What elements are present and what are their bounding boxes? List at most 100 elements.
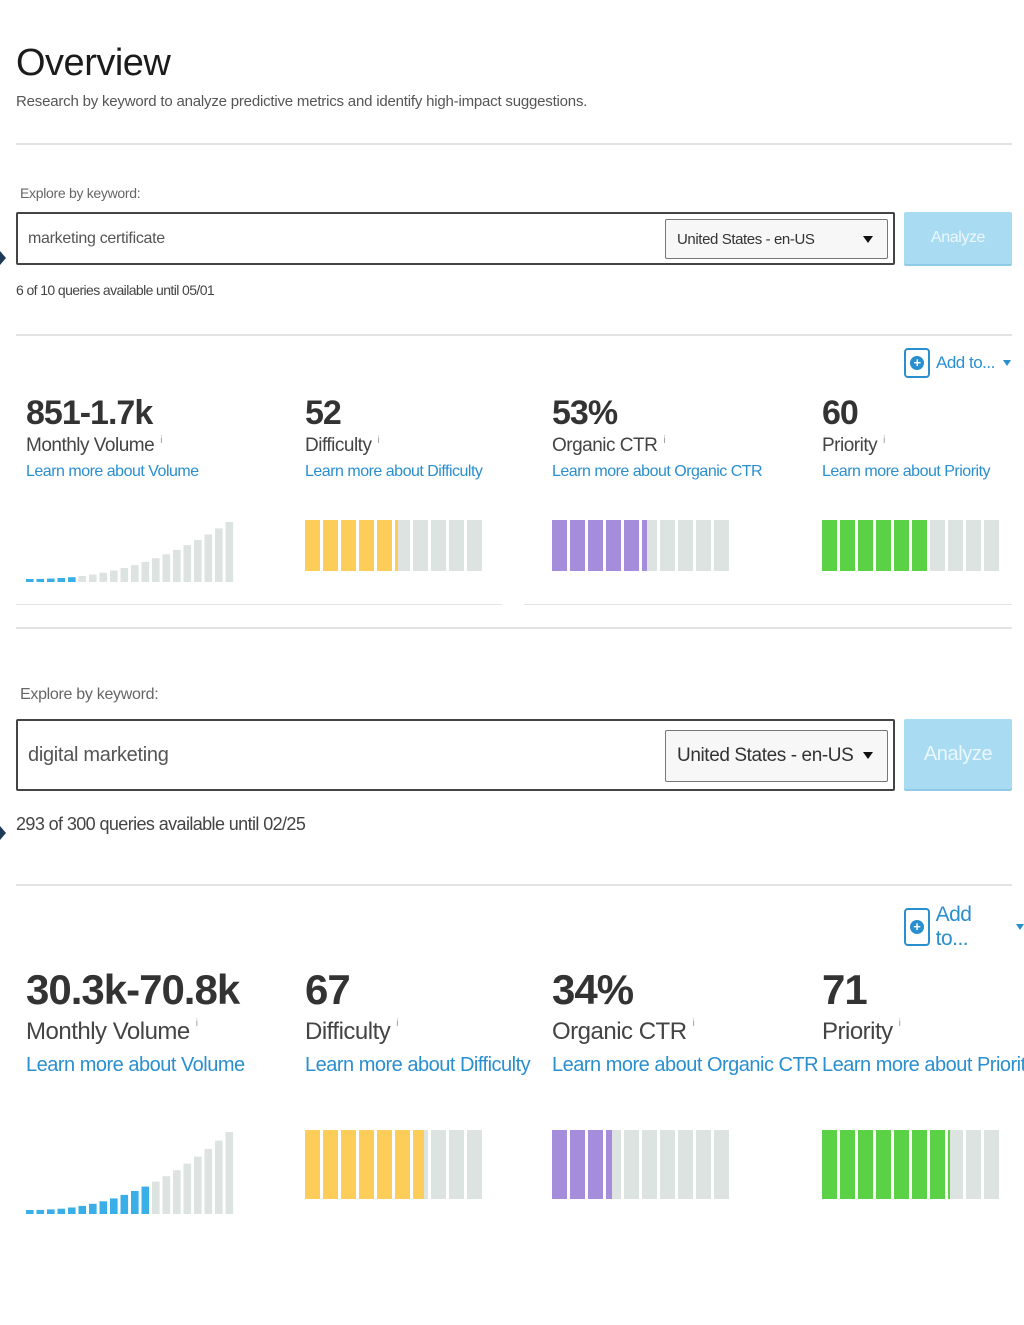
- volume-bar: [120, 1194, 129, 1214]
- add-to-label: Add to...: [936, 353, 995, 372]
- analyze-button[interactable]: Analyze: [904, 212, 1012, 264]
- score-segment-fill: [840, 520, 855, 571]
- score-segment-fill: [323, 1130, 338, 1199]
- locale-select[interactable]: United States - en-US: [665, 730, 888, 782]
- info-icon[interactable]: i: [898, 1018, 901, 1029]
- add-to-button[interactable]: + Add to...: [904, 903, 1024, 951]
- info-icon[interactable]: i: [692, 1018, 695, 1029]
- score-segment: [413, 520, 428, 571]
- divider: [16, 604, 502, 605]
- volume-bar: [47, 1209, 55, 1214]
- info-icon[interactable]: i: [160, 435, 162, 446]
- score-segment: [431, 1130, 446, 1199]
- learn-more-link[interactable]: Learn more about Volume: [26, 463, 199, 480]
- info-icon[interactable]: i: [377, 435, 380, 446]
- explore-label: Explore by keyword:: [20, 686, 159, 703]
- volume-bar: [152, 558, 160, 582]
- volume-bar: [225, 522, 234, 582]
- score-segment-fill: [377, 520, 392, 571]
- metric-label: Organic CTR i: [552, 435, 666, 456]
- metric-label: Priority i: [822, 435, 885, 456]
- score-segment-fill: [395, 1130, 410, 1199]
- score-segment-fill: [894, 520, 909, 571]
- score-segment: [948, 520, 963, 571]
- learn-more-link[interactable]: Learn more about Difficulty: [305, 1054, 531, 1076]
- volume-bar: [89, 574, 97, 582]
- score-segment: [966, 1130, 981, 1199]
- volume-bar: [204, 1148, 213, 1214]
- score-segment: [858, 1130, 873, 1199]
- learn-more-link[interactable]: Learn more about Difficulty: [305, 463, 483, 480]
- score-segment: [552, 1130, 567, 1199]
- explore-label: Explore by keyword:: [20, 185, 141, 201]
- score-segment-fill: [822, 1130, 837, 1199]
- organic-ctr-bar: [552, 1130, 732, 1199]
- volume-bar: [110, 1198, 118, 1214]
- learn-more-link[interactable]: Learn more about Volume: [26, 1054, 245, 1076]
- score-segment: [930, 520, 945, 571]
- score-segment: [395, 1130, 410, 1199]
- learn-more-link[interactable]: Learn more about Organic CTR: [552, 463, 763, 480]
- score-segment-fill: [912, 1130, 927, 1199]
- add-icon-box: +: [904, 348, 930, 378]
- score-segment: [642, 1130, 657, 1199]
- metric-organic-ctr: 53% Organic CTR i Learn more about Organi…: [552, 394, 763, 481]
- metric-value: 34%: [552, 966, 634, 1013]
- keyword-input[interactable]: [28, 214, 658, 263]
- score-segment-fill: [930, 1130, 945, 1199]
- metric-label: Difficulty i: [305, 435, 380, 456]
- score-segment: [305, 1130, 320, 1199]
- locale-select-value: United States - en-US: [677, 231, 815, 248]
- volume-bar: [162, 1176, 171, 1214]
- metric-priority: 71 Priority i Learn more about Priority: [822, 966, 1024, 1077]
- volume-bar: [99, 1201, 108, 1214]
- score-segment: [948, 1130, 963, 1199]
- add-to-button[interactable]: + Add to...: [904, 348, 1011, 378]
- volume-bar: [215, 528, 223, 582]
- score-segment-fill: [305, 520, 320, 571]
- score-segment: [606, 1130, 621, 1199]
- quota-text: 293 of 300 queries available until 02/25: [16, 814, 306, 834]
- score-segment-fill: [642, 520, 647, 571]
- score-segment-fill: [305, 1130, 320, 1199]
- keyword-input[interactable]: [28, 721, 658, 789]
- volume-bar: [26, 579, 34, 582]
- score-segment: [822, 1130, 837, 1199]
- score-segment-fill: [323, 520, 338, 571]
- score-segment: [930, 1130, 945, 1199]
- metric-volume: 30.3k-70.8k Monthly Volume i Learn more a…: [26, 966, 245, 1077]
- volume-bar: [89, 1203, 97, 1214]
- score-segment: [359, 1130, 374, 1199]
- score-segment-fill: [876, 520, 891, 571]
- keyword-search-box: United States - en-US: [16, 212, 895, 265]
- score-segment: [984, 520, 999, 571]
- metric-value: 53%: [552, 394, 618, 432]
- volume-bar: [78, 1205, 87, 1214]
- learn-more-link[interactable]: Learn more about Organic CTR: [552, 1054, 819, 1076]
- volume-bar: [141, 561, 150, 582]
- learn-more-link[interactable]: Learn more about Priority: [822, 1054, 1024, 1076]
- learn-more-link[interactable]: Learn more about Priority: [822, 463, 991, 480]
- info-icon[interactable]: i: [663, 435, 666, 446]
- difficulty-bar: [305, 520, 485, 571]
- score-segment: [570, 520, 585, 571]
- info-icon[interactable]: i: [883, 435, 885, 446]
- score-segment: [876, 520, 891, 571]
- info-icon[interactable]: i: [195, 1018, 198, 1029]
- volume-bar: [99, 572, 108, 582]
- volume-bar: [78, 576, 87, 582]
- score-segment-fill: [359, 1130, 374, 1199]
- score-segment: [714, 520, 729, 571]
- keyword-search-box: United States - en-US: [16, 719, 895, 791]
- score-segment: [894, 520, 909, 571]
- analyze-button[interactable]: Analyze: [904, 719, 1012, 789]
- score-segment: [876, 1130, 891, 1199]
- score-segment: [894, 1130, 909, 1199]
- metric-value: 60: [822, 394, 859, 432]
- score-segment: [377, 1130, 392, 1199]
- info-icon[interactable]: i: [396, 1018, 398, 1029]
- score-segment: [467, 1130, 482, 1199]
- difficulty-bar: [305, 1130, 485, 1199]
- score-segment-fill: [341, 1130, 356, 1199]
- locale-select[interactable]: United States - en-US: [665, 219, 888, 259]
